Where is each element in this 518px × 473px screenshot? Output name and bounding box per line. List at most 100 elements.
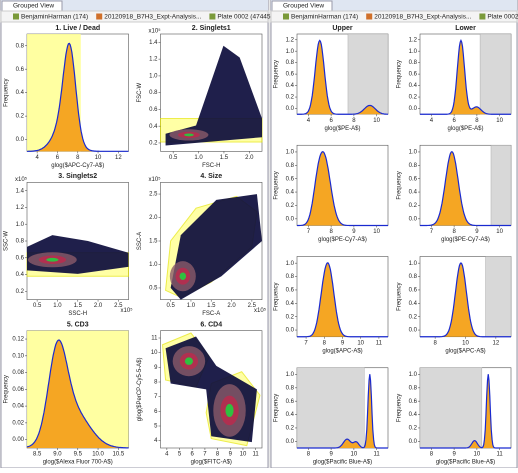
event-cloud	[165, 45, 262, 146]
y-tick-label: 0.6	[409, 176, 418, 182]
excluded-region	[479, 33, 512, 115]
y-tick-label: 0.2	[409, 203, 418, 209]
y-axis-label: FSC-W	[137, 83, 143, 103]
y-tick-label: 0.0	[16, 137, 25, 143]
y-axis-label: Frequency	[397, 171, 403, 199]
x-tick-label: 0.5	[169, 155, 178, 161]
plot-title: Lower	[455, 25, 476, 32]
y-scale: x10⁵	[15, 176, 28, 183]
y-tick-label: 0.0	[286, 216, 295, 222]
y-axis-label: Frequency	[397, 60, 403, 88]
x-tick-label: 8	[352, 118, 356, 124]
x-axis-label: FSC-H	[202, 163, 220, 169]
y-tick-label: 7	[154, 394, 158, 400]
x-tick-label: 2.5	[248, 303, 257, 309]
y-tick-label: 1.5	[149, 239, 158, 245]
x-axis-label: glog($APC-Cy7-A$)	[51, 163, 104, 169]
crumb-icon	[96, 13, 103, 20]
y-tick-label: 0.2	[16, 289, 25, 295]
y-tick-label: 0.0	[409, 328, 418, 334]
x-tick-label: 10	[373, 229, 380, 235]
breadcrumb-item[interactable]: 20120918_B7H3_Expt-Analysis...	[104, 14, 201, 21]
y-axis-label: Frequency	[397, 394, 403, 422]
y-tick-label: 1.0	[286, 150, 295, 156]
x-axis-label: glog($Alexa Fluor 700-A$)	[43, 460, 113, 466]
breadcrumb-item[interactable]: Plate 0002 (47445)	[217, 14, 272, 21]
x-scale: x10⁵	[254, 307, 267, 314]
histogram-fill	[297, 262, 388, 337]
x-tick-label: 6	[56, 155, 60, 161]
histogram-outline	[297, 40, 388, 114]
y-tick-label: 0.8	[286, 163, 295, 169]
x-axis-label: FSC-A	[202, 311, 220, 317]
density-core	[225, 403, 234, 418]
histogram-fill	[420, 40, 511, 115]
y-axis-label: glog($PerCP-Cy5-5-A$)	[137, 357, 143, 421]
density-core	[184, 133, 194, 137]
y-scale: x10⁵	[149, 176, 162, 183]
crumb-icon	[283, 13, 289, 20]
y-axis-label: Frequency	[4, 78, 10, 106]
x-tick-label: 8	[323, 340, 327, 346]
plot-title: 2. Singlets1	[192, 25, 231, 32]
excluded-region	[419, 367, 483, 449]
x-tick-label: 7	[304, 340, 308, 346]
x-tick-label: 6	[191, 452, 195, 458]
plot-content	[297, 367, 388, 448]
plot-content	[297, 152, 388, 226]
x-tick-label: 4	[35, 155, 39, 161]
crumb-icon	[479, 13, 486, 20]
y-tick-label: 6	[154, 409, 158, 415]
y-tick-label: 1.0	[286, 49, 295, 55]
y-tick-label: 1.4	[149, 40, 158, 46]
x-tick-label: 7	[430, 229, 434, 235]
tab-title: Grouped View	[283, 3, 324, 10]
breadcrumb-item[interactable]: Plate 0002 (47445)	[487, 14, 518, 21]
x-tick-label: 10	[462, 340, 469, 346]
x-tick-label: 10	[496, 118, 503, 124]
y-tick-label: 0.0	[286, 106, 295, 112]
x-tick-label: 10	[351, 452, 358, 458]
y-scale: x10⁵	[149, 28, 162, 35]
y-tick-label: 0.6	[409, 288, 418, 294]
y-tick-label: 0.0	[409, 216, 418, 222]
x-tick-label: 9	[352, 229, 356, 235]
breadcrumb-item[interactable]: 20120918_B7H3_Expt-Analysis...	[374, 14, 471, 21]
x-axis-label: glog($PE-Cy7-A$)	[318, 237, 367, 243]
breadcrumb-item[interactable]: BenjaminHarman (174)	[21, 14, 88, 21]
plot-content	[166, 194, 262, 300]
x-tick-label: 8	[307, 452, 311, 458]
y-tick-label: 10	[151, 350, 158, 356]
x-tick-label: 9	[229, 452, 233, 458]
y-tick-label: 1.4	[16, 188, 25, 194]
y-tick-label: 0.8	[16, 239, 25, 245]
y-tick-label: 0.6	[16, 67, 25, 73]
plot-content	[27, 331, 129, 448]
x-scale: x10⁵	[121, 307, 134, 314]
y-tick-label: 0.5	[149, 286, 158, 292]
y-tick-label: 1.0	[286, 372, 295, 378]
y-axis-label: Frequency	[4, 375, 10, 403]
y-tick-label: 1.2	[286, 37, 295, 43]
x-tick-label: 10	[474, 452, 481, 458]
y-tick-label: 0.4	[286, 190, 295, 196]
y-tick-label: 0.0	[286, 439, 295, 445]
y-tick-label: 0.06	[12, 387, 24, 393]
tab-bar	[271, 0, 517, 11]
plot-title: 1. Live / Dead	[55, 25, 100, 32]
y-axis-label: Frequency	[274, 394, 280, 422]
x-tick-label: 11	[497, 452, 504, 458]
y-tick-label: 0.8	[409, 163, 418, 169]
y-tick-label: 0.4	[409, 83, 418, 89]
breadcrumb-item[interactable]: BenjaminHarman (174)	[291, 14, 358, 21]
y-axis-label: SSC-A	[137, 232, 143, 250]
histogram-outline	[27, 43, 129, 151]
density-core	[46, 257, 59, 262]
x-tick-label: 8	[430, 452, 434, 458]
y-tick-label: 1.2	[409, 37, 418, 43]
plot-title: Upper	[332, 25, 353, 32]
plot-content	[297, 34, 388, 114]
histogram-fill	[420, 151, 511, 226]
x-tick-label: 1.0	[53, 303, 62, 309]
